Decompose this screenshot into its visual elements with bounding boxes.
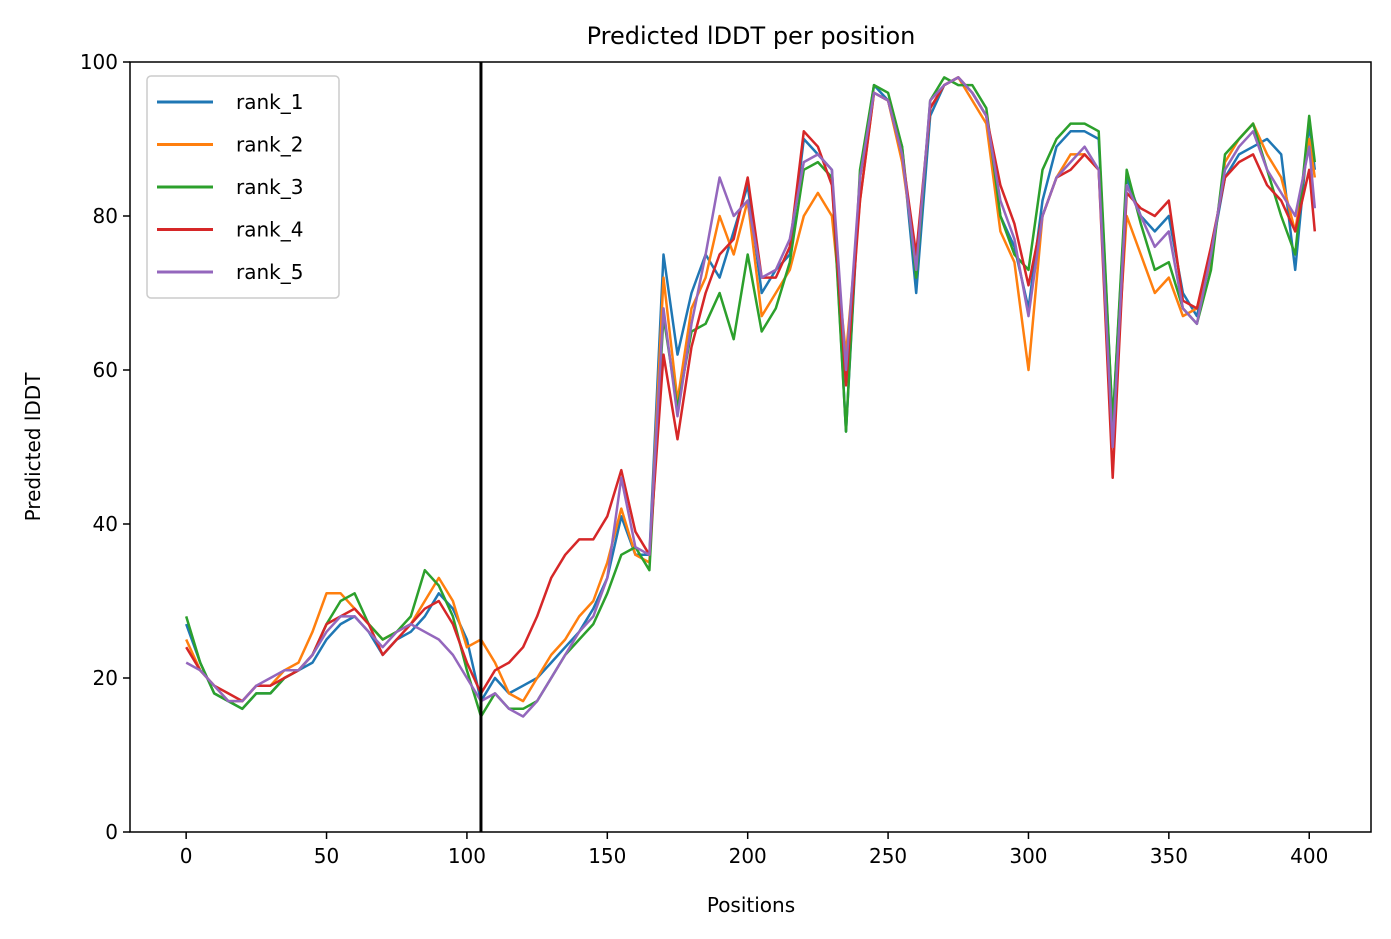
y-tick-label: 20 bbox=[93, 666, 118, 690]
y-tick-label: 80 bbox=[93, 204, 118, 228]
x-tick-label: 200 bbox=[729, 844, 767, 868]
y-tick-label: 60 bbox=[93, 358, 118, 382]
x-tick-label: 350 bbox=[1150, 844, 1188, 868]
chart-title: Predicted lDDT per position bbox=[587, 22, 916, 50]
legend-label-rank_1: rank_1 bbox=[236, 90, 303, 114]
x-tick-label: 250 bbox=[869, 844, 907, 868]
legend-label-rank_3: rank_3 bbox=[236, 175, 303, 199]
x-tick-label: 150 bbox=[588, 844, 626, 868]
series-line-rank_5 bbox=[185, 76, 1317, 718]
axis-ticks: 0 50 100 150 200 250 300 350 400 0 20 40 60 80 100 bbox=[80, 50, 1329, 868]
legend-label-rank_2: rank_2 bbox=[236, 133, 303, 157]
legend: rank_1 rank_2 rank_3 rank_4 rank_5 bbox=[146, 75, 340, 299]
x-tick-label: 300 bbox=[1009, 844, 1047, 868]
plot-frame bbox=[129, 61, 1372, 833]
x-tick-label: 400 bbox=[1290, 844, 1328, 868]
series-line-rank_3 bbox=[185, 76, 1317, 718]
y-axis-label: Predicted lDDT bbox=[21, 372, 45, 522]
x-tick-label: 100 bbox=[448, 844, 486, 868]
y-tick-label: 100 bbox=[80, 50, 118, 74]
y-tick-label: 40 bbox=[93, 512, 118, 536]
legend-box bbox=[146, 75, 340, 299]
legend-label-rank_4: rank_4 bbox=[236, 218, 303, 242]
y-tick-label: 0 bbox=[105, 820, 118, 844]
legend-label-rank_5: rank_5 bbox=[236, 260, 303, 284]
x-axis-label: Positions bbox=[707, 893, 795, 917]
plot-area bbox=[185, 62, 1317, 832]
x-tick-label: 0 bbox=[180, 844, 193, 868]
x-tick-label: 50 bbox=[314, 844, 339, 868]
